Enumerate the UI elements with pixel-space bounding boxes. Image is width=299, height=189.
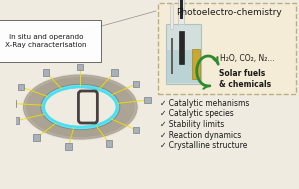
FancyBboxPatch shape	[133, 127, 139, 133]
FancyBboxPatch shape	[43, 69, 49, 76]
Text: ✓ Catalytic mehanisms: ✓ Catalytic mehanisms	[160, 99, 249, 108]
FancyBboxPatch shape	[9, 100, 16, 107]
FancyBboxPatch shape	[133, 81, 139, 87]
FancyBboxPatch shape	[111, 69, 118, 76]
Ellipse shape	[44, 87, 116, 127]
Ellipse shape	[24, 75, 137, 139]
FancyBboxPatch shape	[179, 31, 184, 64]
FancyBboxPatch shape	[33, 134, 40, 141]
FancyBboxPatch shape	[106, 140, 112, 146]
Text: ✓ Catalytic species: ✓ Catalytic species	[160, 109, 234, 119]
FancyBboxPatch shape	[167, 50, 201, 83]
Text: Photoelectro-chemistry: Photoelectro-chemistry	[176, 8, 282, 17]
FancyBboxPatch shape	[170, 4, 173, 29]
FancyBboxPatch shape	[171, 38, 173, 74]
FancyBboxPatch shape	[77, 64, 83, 70]
FancyBboxPatch shape	[158, 3, 296, 94]
FancyBboxPatch shape	[166, 24, 202, 84]
FancyBboxPatch shape	[13, 117, 19, 124]
FancyBboxPatch shape	[18, 84, 25, 90]
Text: In situ and operando
X-Ray characterisation: In situ and operando X-Ray characterisat…	[5, 35, 87, 47]
Text: H₂O, CO₂, N₂...: H₂O, CO₂, N₂...	[220, 53, 275, 63]
FancyBboxPatch shape	[180, 0, 183, 19]
FancyBboxPatch shape	[144, 97, 151, 103]
Text: ✓ Crystalline structure: ✓ Crystalline structure	[160, 141, 247, 150]
Text: ✓ Stability limits: ✓ Stability limits	[160, 120, 224, 129]
FancyBboxPatch shape	[65, 143, 72, 150]
Text: ✓ Reaction dynamics: ✓ Reaction dynamics	[160, 130, 241, 139]
FancyBboxPatch shape	[178, 0, 184, 24]
Text: Solar fuels
& chemicals: Solar fuels & chemicals	[219, 69, 271, 89]
FancyBboxPatch shape	[192, 49, 200, 79]
